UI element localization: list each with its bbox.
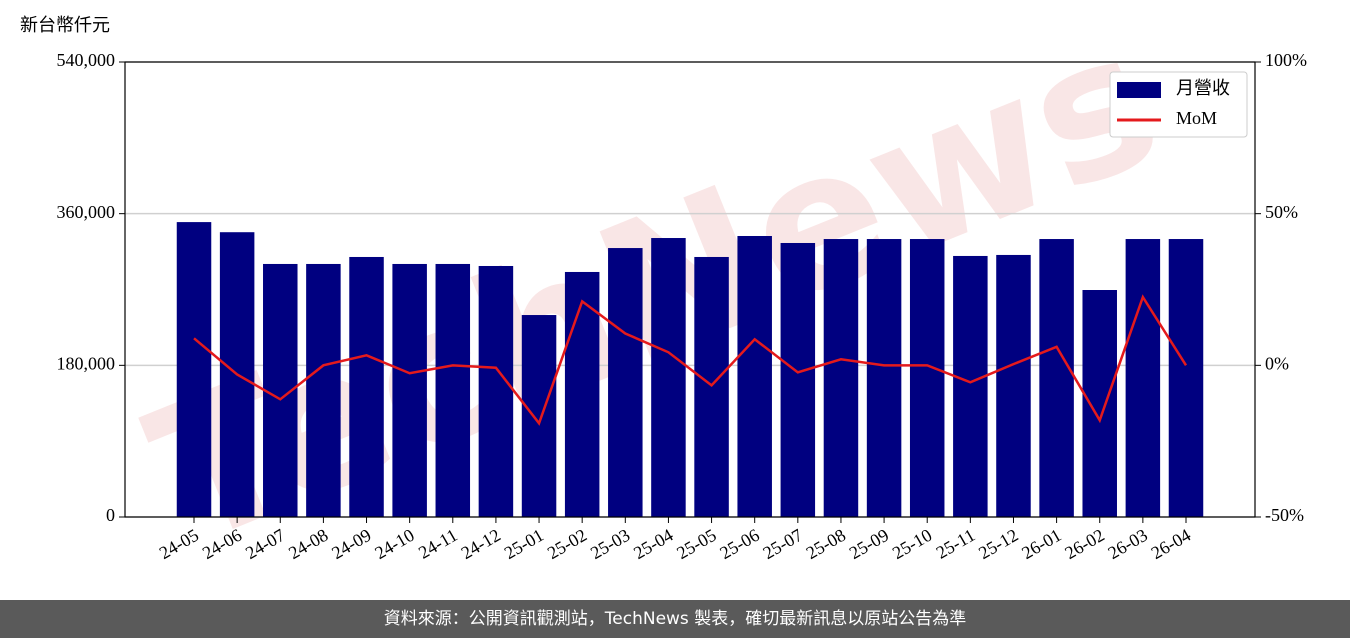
bar (953, 255, 988, 517)
bar (737, 235, 772, 518)
x-tick-label: 25-02 (544, 525, 590, 563)
y-tick-label: 540,000 (57, 50, 116, 70)
x-tick-label: 26-01 (1018, 525, 1064, 563)
bar (521, 315, 557, 517)
bar (349, 256, 384, 517)
x-tick-label: 25-11 (933, 525, 979, 563)
x-tick-label: 24-10 (371, 525, 417, 563)
bar (435, 263, 471, 517)
x-tick-label: 25-09 (846, 525, 892, 563)
bar (651, 238, 686, 518)
line (193, 294, 1188, 426)
x-tick-label: 25-04 (630, 525, 676, 563)
y-tick-label: 180,000 (57, 353, 116, 373)
x-tick-label: 25-01 (501, 525, 547, 563)
y2-tick-label: -50% (1265, 505, 1304, 525)
x-tick-label: 25-05 (673, 525, 719, 563)
y-tick-label: 0 (106, 505, 115, 525)
x-tick-label: 24-11 (415, 525, 461, 563)
bar (1168, 239, 1204, 518)
bar (564, 271, 600, 517)
x-tick-label: 25-12 (975, 525, 1021, 563)
legend-swatch (1117, 82, 1161, 98)
bar (866, 239, 902, 518)
x-tick-label: 25-03 (587, 525, 633, 563)
bar (478, 265, 514, 517)
y-tick-label: 360,000 (57, 202, 116, 222)
x-tick-label: 26-03 (1105, 525, 1151, 563)
bar (996, 254, 1031, 517)
unit-label: 新台幣仟元 (20, 15, 110, 35)
x-tick-label: 25-07 (760, 525, 806, 563)
bar (909, 239, 945, 518)
y2-tick-label: 0% (1265, 353, 1289, 373)
bar (392, 263, 427, 517)
bar (176, 222, 212, 517)
bar (1082, 290, 1117, 517)
footer: 資料來源：公開資訊觀測站，TechNews 製表，確切最新訊息以原站公告為準 (0, 600, 1350, 638)
bar (306, 263, 341, 517)
legend-label: MoM (1176, 108, 1217, 128)
bar (608, 248, 643, 518)
bar (1125, 239, 1161, 518)
bar (823, 239, 859, 518)
x-tick-label: 25-06 (716, 525, 762, 563)
bar (694, 256, 729, 517)
x-tick-label: 26-02 (1061, 525, 1107, 563)
x-tick-label: 24-12 (458, 525, 504, 563)
x-tick-label: 25-08 (803, 525, 849, 563)
chart: 新台幣仟元 TechNews0180,000360,000540,000-50%… (20, 0, 1307, 588)
y2-tick-label: 50% (1265, 202, 1298, 222)
y2-tick-label: 100% (1265, 50, 1307, 70)
legend-label: 月營收 (1176, 78, 1230, 98)
bar (1039, 239, 1074, 518)
bar (780, 242, 816, 517)
x-tick-label: 25-10 (889, 525, 935, 563)
plot-frame (124, 61, 1256, 518)
x-tick-label: 26-04 (1148, 525, 1194, 563)
